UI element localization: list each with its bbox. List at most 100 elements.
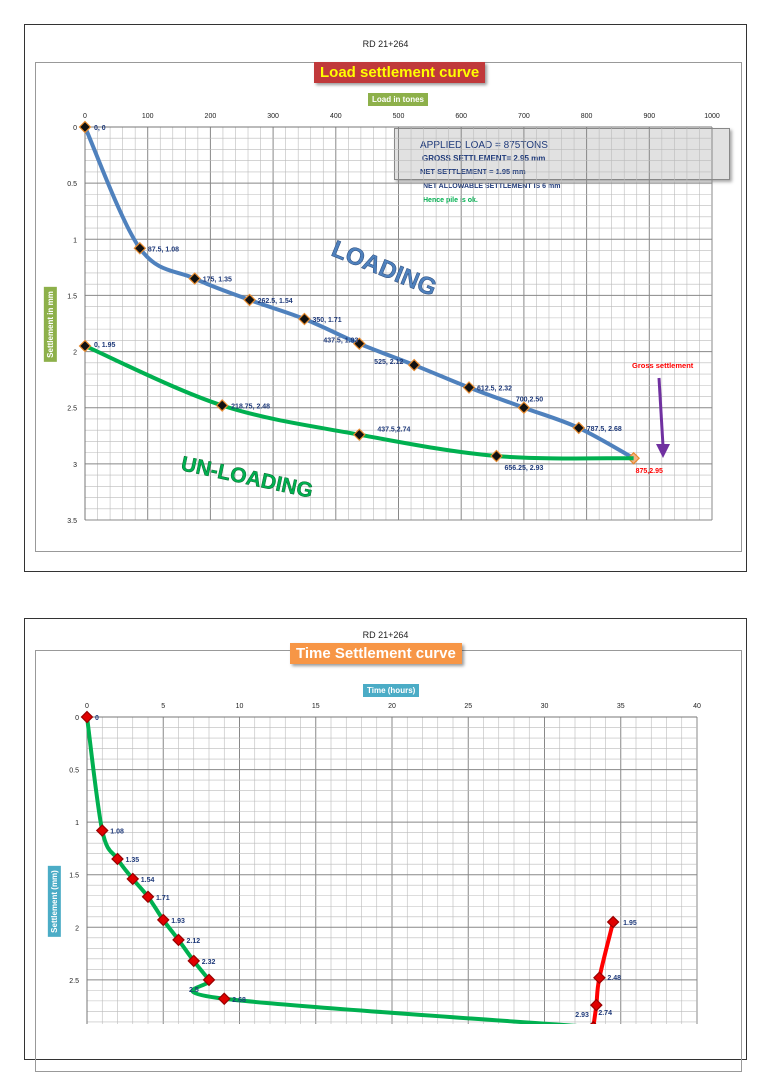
y-tick-label: 0.5 bbox=[69, 768, 79, 775]
data-label: 656.25, 2.93 bbox=[504, 465, 543, 472]
y-tick-label: 1 bbox=[73, 237, 77, 244]
data-point-marker bbox=[141, 890, 155, 904]
data-point-marker bbox=[217, 992, 231, 1006]
x-tick-label: 35 bbox=[617, 703, 625, 710]
data-point-marker bbox=[187, 954, 201, 968]
data-label: 262.5, 1.54 bbox=[258, 298, 293, 305]
data-point-marker bbox=[407, 358, 421, 372]
gross-settlement-annotation: Gross settlement bbox=[632, 361, 694, 370]
x-tick-label: 5 bbox=[161, 703, 165, 710]
data-point-marker bbox=[606, 915, 620, 929]
applied-load-note: APPLIED LOAD = 875TONS bbox=[420, 140, 548, 151]
data-label: 875,2.95 bbox=[636, 468, 663, 475]
data-point-marker bbox=[590, 998, 603, 1012]
data-label: 437.5, 1.93 bbox=[323, 338, 358, 345]
series-line bbox=[591, 921, 616, 1024]
data-point-marker bbox=[172, 933, 185, 947]
data-label: 1.08 bbox=[110, 829, 124, 836]
gross-settlement-note: GROSS SETTLEMENT= 2.95 mm bbox=[422, 154, 546, 163]
data-point-marker bbox=[517, 401, 531, 415]
data-point-marker bbox=[156, 913, 170, 927]
y-tick-label: 2.5 bbox=[69, 978, 79, 985]
data-point-marker bbox=[133, 241, 147, 255]
data-label: 525, 2.12 bbox=[374, 359, 403, 366]
data-point-marker bbox=[126, 872, 140, 886]
data-label: 0, 0 bbox=[94, 125, 106, 132]
data-point-marker bbox=[490, 449, 503, 463]
data-point-marker bbox=[111, 852, 124, 866]
y-axis-title: Settlement (mm) bbox=[47, 866, 61, 937]
y-tick-label: 3 bbox=[73, 462, 77, 469]
data-label: 1.71 bbox=[156, 895, 170, 902]
x-tick-label: 900 bbox=[643, 113, 655, 120]
x-tick-label: 100 bbox=[142, 113, 154, 120]
data-point-marker bbox=[188, 272, 202, 285]
allowable-settlement-note: NET ALLOWABLE SETTLEMENT IS 6 mm bbox=[423, 183, 561, 190]
x-tick-label: 15 bbox=[312, 703, 320, 710]
data-label: 2.48 bbox=[607, 975, 621, 982]
data-label: 1.35 bbox=[126, 857, 140, 864]
load-settlement-chart-frame: RD 21+264 bbox=[24, 24, 747, 572]
charts-canvas: 0 100 200 300 400 500 600 700 800 900 100000.511.5… bbox=[67, 113, 720, 1024]
data-label: 2.32 bbox=[202, 959, 216, 966]
y-tick-label: 1 bbox=[75, 820, 79, 827]
data-point-marker bbox=[202, 973, 216, 987]
x-tick-label: 700 bbox=[518, 113, 530, 120]
x-axis-title: Time (hours) bbox=[363, 684, 420, 697]
x-axis-title: Load in tones bbox=[368, 93, 428, 106]
y-tick-label: 2 bbox=[75, 925, 79, 932]
data-label: 2.5 bbox=[189, 987, 199, 994]
x-tick-label: 200 bbox=[205, 113, 217, 120]
net-settlement-note: NET SETTLEMENT = 1.95 mm bbox=[420, 167, 526, 176]
x-tick-label: 40 bbox=[693, 703, 701, 710]
data-point-marker bbox=[215, 399, 229, 412]
x-tick-label: 300 bbox=[267, 113, 279, 120]
x-tick-label: 0 bbox=[85, 703, 89, 710]
data-label: 1.93 bbox=[171, 918, 185, 925]
data-point-marker bbox=[298, 312, 311, 326]
data-label: 700,2.50 bbox=[516, 397, 543, 404]
data-point-marker bbox=[80, 710, 94, 724]
data-point-marker bbox=[78, 339, 92, 353]
data-point-marker bbox=[352, 428, 366, 442]
y-tick-label: 2 bbox=[73, 350, 77, 357]
chart-title: Load settlement curve bbox=[314, 62, 486, 83]
x-tick-label: 30 bbox=[541, 703, 549, 710]
data-point-marker bbox=[572, 421, 586, 435]
chart-title: Time Settlement curve bbox=[290, 643, 462, 664]
x-tick-label: 25 bbox=[464, 703, 472, 710]
conclusion-note: Hence pile is ok. bbox=[423, 197, 478, 204]
y-tick-label: 1.5 bbox=[67, 293, 77, 300]
data-label: 437.5,2.74 bbox=[377, 427, 410, 434]
y-tick-label: 2.5 bbox=[67, 406, 77, 413]
data-label: 2.74 bbox=[598, 1010, 612, 1017]
series-line bbox=[85, 716, 578, 1024]
x-tick-label: 400 bbox=[330, 113, 342, 120]
data-point-marker bbox=[78, 120, 92, 134]
x-tick-label: 0 bbox=[83, 113, 87, 120]
series-line bbox=[83, 126, 635, 460]
data-label: 1.54 bbox=[141, 877, 155, 884]
x-tick-label: 1000 bbox=[704, 113, 720, 120]
chart-header: RD 21+264 bbox=[362, 630, 409, 640]
data-label: 350, 1.71 bbox=[312, 317, 341, 324]
x-tick-label: 600 bbox=[455, 113, 467, 120]
x-tick-label: 10 bbox=[236, 703, 244, 710]
y-tick-label: 0 bbox=[75, 715, 79, 722]
data-label: 0 bbox=[95, 715, 99, 722]
data-point-marker bbox=[462, 381, 476, 394]
data-label: 2.68 bbox=[232, 997, 246, 1004]
y-tick-label: 0 bbox=[73, 125, 77, 132]
y-tick-label: 1.5 bbox=[69, 873, 79, 880]
data-label: 87.5, 1.08 bbox=[148, 246, 179, 253]
arrow-down-icon bbox=[656, 444, 670, 458]
y-tick-label: 3.5 bbox=[67, 518, 77, 525]
chart-header: RD 21+264 bbox=[362, 39, 409, 49]
data-label: 2.12 bbox=[187, 938, 201, 945]
data-point-marker bbox=[590, 1020, 597, 1024]
data-point-marker bbox=[352, 337, 366, 351]
data-label: 2.93 bbox=[575, 1012, 589, 1019]
x-tick-label: 20 bbox=[388, 703, 396, 710]
result-summary-box bbox=[394, 128, 730, 180]
x-tick-label: 800 bbox=[581, 113, 593, 120]
